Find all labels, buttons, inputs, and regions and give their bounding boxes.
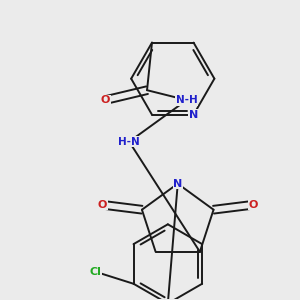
Text: O: O <box>101 95 110 105</box>
Text: H-N: H-N <box>118 137 140 147</box>
Text: O: O <box>98 200 107 210</box>
Text: O: O <box>248 200 258 210</box>
Text: Cl: Cl <box>90 267 102 277</box>
Text: N-H: N-H <box>176 95 197 105</box>
Text: N: N <box>189 110 198 120</box>
Text: N: N <box>173 179 182 189</box>
